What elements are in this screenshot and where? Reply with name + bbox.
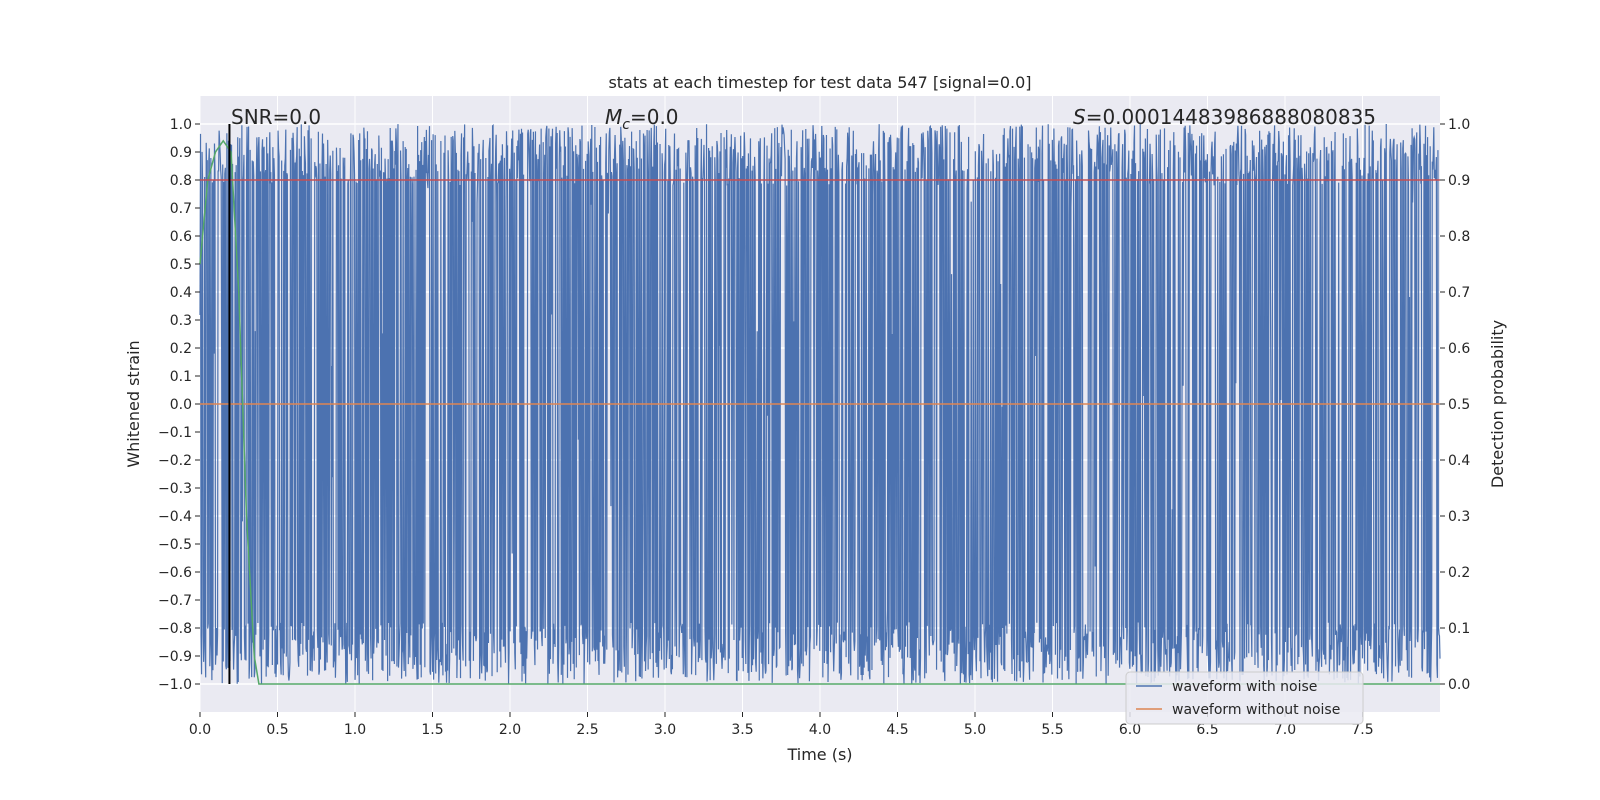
legend: waveform with noise waveform without noi… xyxy=(1125,671,1364,725)
y-axis-right-ticks: 1.0 0.9 0.8 0.7 0.6 0.5 0.4 0.3 0.2 0.1 0.0 xyxy=(1440,117,1470,693)
mc-subscript: c xyxy=(622,117,630,133)
y-axis-right-label: Detection probability xyxy=(1488,320,1507,488)
legend-box xyxy=(1125,671,1364,725)
x-tick-label: 7.0 xyxy=(1274,722,1296,738)
y-left-tick-label: −0.2 xyxy=(158,453,192,469)
x-axis-label: Time (s) xyxy=(786,745,852,764)
y-axis-left-ticks: 1.0 0.9 0.8 0.7 0.6 0.5 0.4 0.3 0.2 0.1 0.0 −0.1 −0.… xyxy=(158,117,200,693)
s-annotation: S=0.00014483986888080835 xyxy=(1073,105,1376,129)
y-right-tick-label: 0.7 xyxy=(1448,285,1470,301)
y-left-tick-label: −0.1 xyxy=(158,425,192,441)
legend-label-noise: waveform with noise xyxy=(1172,679,1317,695)
x-tick-label: 2.5 xyxy=(576,722,598,738)
y-right-tick-label: 0.6 xyxy=(1448,341,1470,357)
y-axis-left-label: Whitened strain xyxy=(124,340,143,467)
y-left-tick-label: 0.3 xyxy=(170,313,192,329)
detection-probability-line xyxy=(199,139,1440,685)
y-left-tick-label: −0.6 xyxy=(158,565,192,581)
x-tick-label: 3.5 xyxy=(731,722,753,738)
y-right-tick-label: 0.1 xyxy=(1448,621,1470,637)
y-left-tick-label: 0.4 xyxy=(170,285,192,301)
x-tick-label: 6.5 xyxy=(1196,722,1218,738)
x-tick-label: 1.0 xyxy=(344,722,366,738)
y-right-tick-label: 0.8 xyxy=(1448,229,1470,245)
x-axis-ticks: 0.0 0.5 1.0 1.5 2.0 2.5 3.0 3.5 4.0 4.5 5.0 5.5 6.0 6… xyxy=(189,712,1374,738)
x-tick-label: 7.5 xyxy=(1351,722,1373,738)
y-left-tick-label: 0.8 xyxy=(170,173,192,189)
y-left-tick-label: 0.9 xyxy=(170,145,192,161)
y-left-tick-label: −0.8 xyxy=(158,621,192,637)
chart-title: stats at each timestep for test data 547… xyxy=(608,73,1031,92)
x-tick-label: 0.5 xyxy=(266,722,288,738)
series-detection-probability xyxy=(199,139,1440,685)
y-right-tick-label: 0.3 xyxy=(1448,509,1470,525)
snr-annotation: SNR=0.0 xyxy=(231,105,321,129)
x-tick-label: 0.0 xyxy=(189,722,211,738)
y-left-tick-label: −0.9 xyxy=(158,649,192,665)
y-left-tick-label: −1.0 xyxy=(158,677,192,693)
legend-label-clean: waveform without noise xyxy=(1172,702,1340,718)
y-left-tick-label: −0.5 xyxy=(158,537,192,553)
y-left-tick-label: 0.1 xyxy=(170,369,192,385)
mc-value: =0.0 xyxy=(630,105,679,129)
y-right-tick-label: 0.9 xyxy=(1448,173,1470,189)
y-left-tick-label: −0.3 xyxy=(158,481,192,497)
y-right-tick-label: 0.5 xyxy=(1448,397,1470,413)
y-left-tick-label: 0.0 xyxy=(170,397,192,413)
x-tick-label: 4.0 xyxy=(809,722,831,738)
chirp-mass-annotation: Mc=0.0 xyxy=(605,105,679,133)
y-left-tick-label: 0.5 xyxy=(170,257,192,273)
x-tick-label: 4.5 xyxy=(886,722,908,738)
mc-symbol: M xyxy=(605,105,622,129)
s-symbol: S xyxy=(1073,105,1086,129)
y-left-tick-label: 0.7 xyxy=(170,201,192,217)
x-tick-label: 3.0 xyxy=(654,722,676,738)
x-tick-label: 5.5 xyxy=(1041,722,1063,738)
y-right-tick-label: 0.4 xyxy=(1448,453,1470,469)
x-tick-label: 6.0 xyxy=(1119,722,1141,738)
x-tick-label: 1.5 xyxy=(421,722,443,738)
s-value: =0.00014483986888080835 xyxy=(1086,105,1376,129)
x-tick-label: 5.0 xyxy=(964,722,986,738)
y-left-tick-label: −0.7 xyxy=(158,593,192,609)
y-left-tick-label: 0.6 xyxy=(170,229,192,245)
y-right-tick-label: 0.2 xyxy=(1448,565,1470,581)
y-left-tick-label: 0.2 xyxy=(170,341,192,357)
y-right-tick-label: 0.0 xyxy=(1448,677,1470,693)
y-left-tick-label: −0.4 xyxy=(158,509,192,525)
y-right-tick-label: 1.0 xyxy=(1448,117,1470,133)
x-tick-label: 2.0 xyxy=(499,722,521,738)
y-left-tick-label: 1.0 xyxy=(170,117,192,133)
